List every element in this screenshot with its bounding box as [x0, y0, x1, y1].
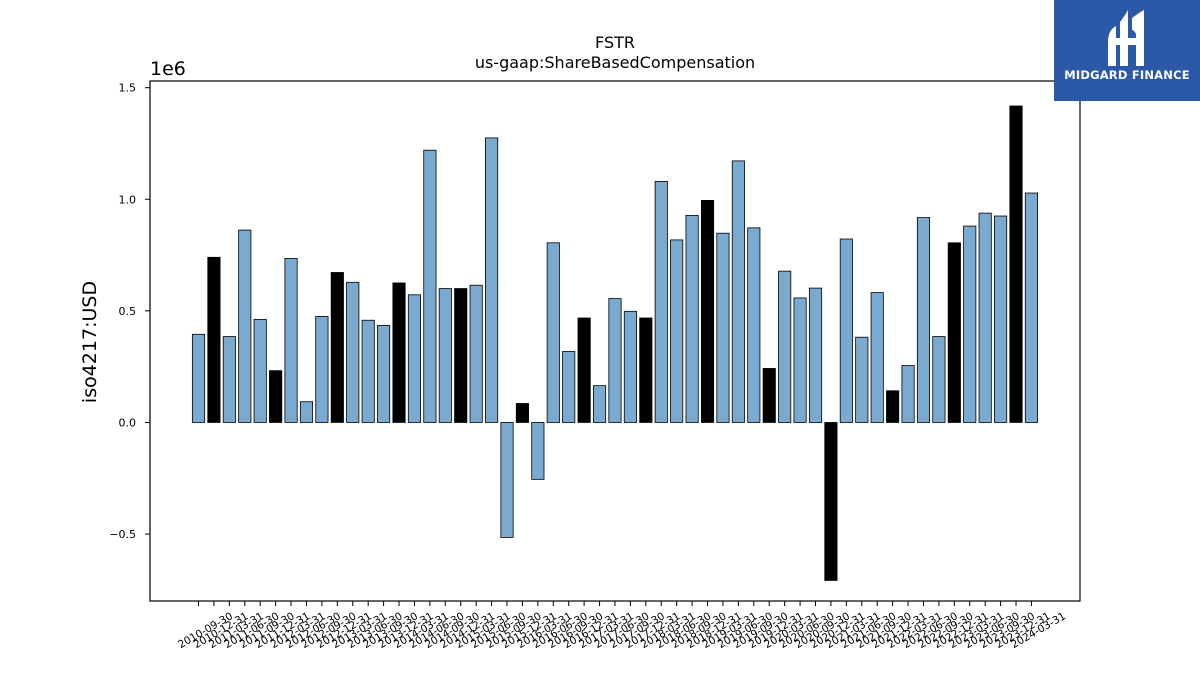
bar-2011-12-31 [269, 370, 283, 423]
bar-2020-06-30 [793, 297, 807, 423]
bar-2018-09-30 [685, 214, 699, 423]
y-scale-label: 1e6 [150, 58, 186, 80]
bar-2021-12-31 [886, 390, 900, 423]
bar-2012-12-31 [330, 272, 344, 423]
bar-2014-03-31 [407, 294, 421, 423]
y-tick-label: −0.5 [109, 528, 136, 541]
bar-2022-03-31 [901, 365, 915, 423]
bar-2021-06-30 [855, 336, 869, 423]
bar-2022-06-30 [916, 217, 931, 423]
bar-2015-12-31 [515, 403, 529, 423]
midgard-finance-logo: MIDGARD FINANCE [1054, 0, 1200, 101]
bar-2024-03-31 [1024, 192, 1039, 423]
bar-2016-03-31 [531, 422, 545, 480]
y-tick-label: 0.5 [119, 305, 137, 318]
bar-2016-12-31 [577, 317, 591, 423]
bar-2023-03-31 [963, 225, 977, 423]
plot-frame [149, 80, 1081, 602]
bar-2018-06-30 [670, 239, 684, 423]
chart-title: FSTR [595, 33, 635, 52]
bar-2015-06-30 [485, 137, 499, 423]
bar-2023-09-30 [994, 215, 1008, 423]
midgard-logo-icon [1108, 10, 1144, 66]
bar-2010-12-31 [207, 256, 221, 423]
y-tick-label: 1.5 [119, 82, 137, 95]
bar-2019-03-31 [716, 232, 730, 423]
bar-2014-06-30 [423, 149, 437, 423]
bar-2021-09-30 [870, 292, 884, 423]
y-tick-label: 0.0 [119, 416, 137, 429]
bar-2014-09-30 [438, 288, 452, 423]
bar-2023-06-30 [978, 212, 992, 423]
chart-subtitle: us-gaap:ShareBasedCompensation [475, 53, 755, 72]
bar-2016-06-30 [546, 242, 560, 423]
bar-2019-12-31 [762, 368, 776, 423]
bar-2015-09-30 [500, 422, 514, 538]
bar-2018-12-31 [700, 199, 715, 423]
y-tick-label: 1.0 [119, 193, 137, 206]
bar-2013-09-30 [377, 324, 391, 423]
bar-2017-03-31 [593, 385, 607, 423]
bar-2010-09-30 [191, 333, 206, 423]
bar-2019-09-30 [747, 227, 761, 423]
bar-2013-03-31 [346, 281, 360, 423]
bar-2011-06-30 [238, 229, 252, 423]
bar-2017-06-30 [608, 298, 622, 423]
bar-2022-09-30 [932, 336, 946, 423]
bar-2012-09-30 [315, 316, 329, 423]
logo-text: MIDGARD FINANCE [1064, 68, 1190, 82]
bar-2020-03-31 [778, 270, 792, 423]
bar-2014-12-31 [454, 288, 468, 423]
y-axis-label: iso4217:USD [79, 281, 101, 403]
bar-2016-09-30 [562, 351, 576, 423]
bar-2022-12-31 [947, 242, 961, 423]
bar-2013-12-31 [392, 282, 406, 423]
bar-2019-06-30 [731, 160, 745, 423]
bar-2017-09-30 [623, 310, 637, 423]
bar-2017-12-31 [639, 317, 653, 423]
bar-2020-09-30 [808, 287, 823, 423]
bar-2018-03-31 [654, 181, 668, 423]
bar-2013-06-30 [361, 319, 375, 423]
bar-2015-03-31 [469, 284, 483, 423]
bar-2012-03-31 [284, 258, 298, 423]
bar-2023-12-31 [1009, 105, 1023, 423]
bar-2011-03-31 [222, 336, 236, 423]
bar-2011-09-30 [253, 318, 267, 423]
bar-2012-06-30 [299, 401, 314, 423]
bar-2020-12-31 [824, 422, 838, 581]
bar-2021-03-31 [839, 238, 853, 423]
